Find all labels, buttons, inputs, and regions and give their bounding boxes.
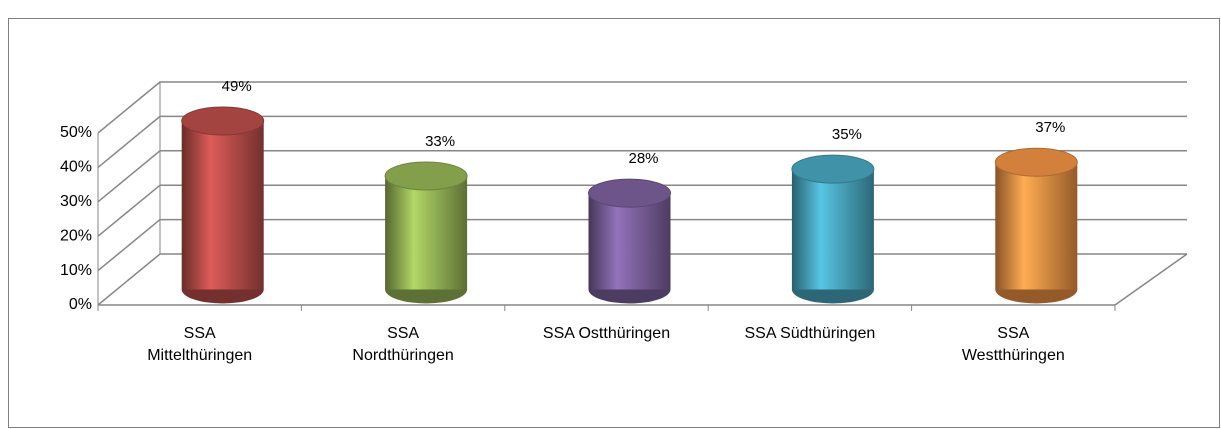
grid-line bbox=[97, 115, 1187, 168]
y-tick-label: 30% bbox=[60, 193, 92, 210]
value-label: 33% bbox=[425, 133, 455, 150]
bar bbox=[384, 161, 468, 304]
x-tick-label: SSA Mittelthüringen bbox=[147, 325, 253, 364]
y-tick-label: 20% bbox=[60, 227, 92, 244]
y-tick-label: 50% bbox=[60, 124, 92, 141]
value-label: 49% bbox=[222, 78, 252, 95]
chart-frame bbox=[8, 18, 1220, 428]
y-tick-label: 40% bbox=[60, 159, 92, 176]
bar bbox=[181, 106, 265, 304]
floor-right bbox=[1114, 253, 1188, 306]
bar bbox=[588, 178, 671, 304]
value-label: 37% bbox=[1035, 119, 1065, 136]
x-tick-label: SSA Ostthüringen bbox=[542, 325, 671, 342]
x-tick-label: SSA Westthüringen bbox=[961, 325, 1065, 364]
bar bbox=[791, 154, 875, 304]
y-tick-label: 10% bbox=[60, 262, 92, 279]
x-tick-label: SSA Südthüringen bbox=[744, 325, 876, 342]
grid-line bbox=[97, 150, 1187, 203]
y-tick-label: 0% bbox=[69, 296, 92, 313]
value-label: 28% bbox=[628, 150, 658, 167]
x-tick-label: SSA Nordthüringen bbox=[352, 325, 454, 364]
value-label: 35% bbox=[832, 126, 862, 143]
bar bbox=[994, 147, 1078, 304]
grid-line bbox=[97, 81, 1187, 134]
